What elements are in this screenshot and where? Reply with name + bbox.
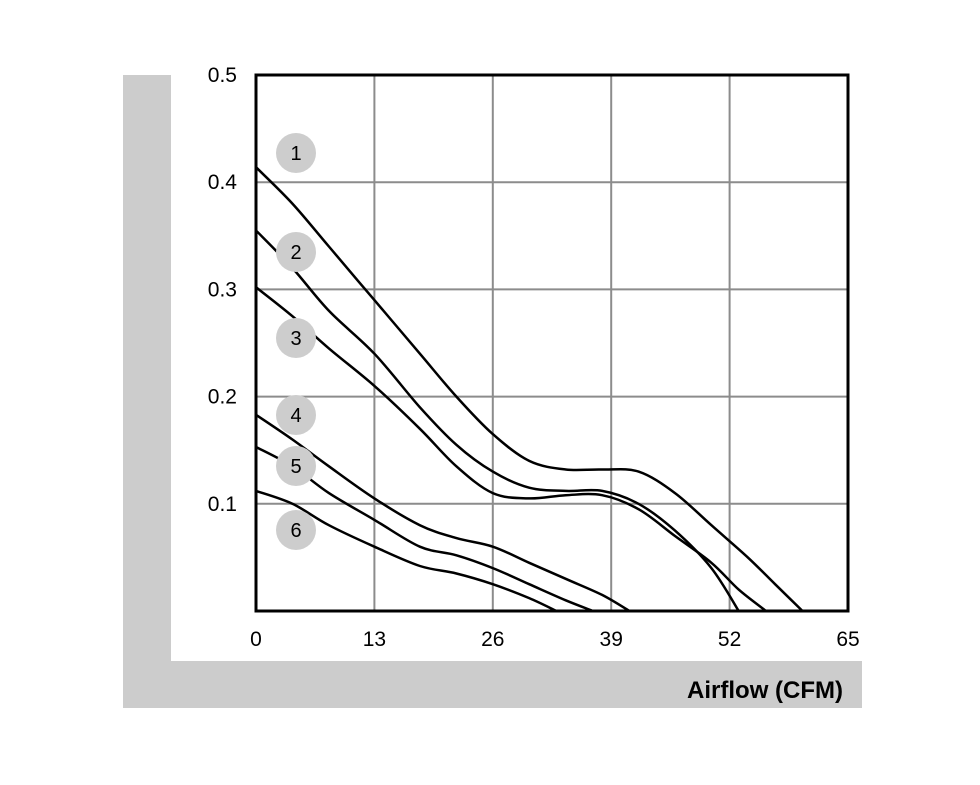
curve-1 — [255, 166, 804, 612]
x-tick-label: 65 — [836, 628, 859, 651]
x-tick-label: 39 — [600, 628, 623, 651]
curve-badge-label: 5 — [290, 456, 301, 478]
y-tick-label: 0.2 — [208, 386, 237, 409]
x-tick-label: 0 — [250, 628, 262, 651]
curve-badge-5: 5 — [276, 446, 316, 486]
curve-badge-4: 4 — [276, 395, 316, 435]
x-tick-label: 26 — [481, 628, 504, 651]
y-tick-label: 0.5 — [208, 64, 237, 87]
curve-badge-label: 2 — [290, 242, 301, 264]
curve-badge-circle — [276, 395, 316, 435]
plot-frame — [254, 73, 850, 613]
x-axis-label: Airflow (CFM) — [687, 677, 843, 704]
curve-badge-circle — [276, 318, 316, 358]
y-tick-label: 0.3 — [208, 278, 237, 301]
curve-6 — [255, 489, 558, 613]
y-tick-label: 0.4 — [208, 171, 238, 194]
curve-badge-circle — [276, 510, 316, 550]
curve-badge-circle — [276, 446, 316, 486]
curve-badge-label: 4 — [290, 405, 301, 427]
y-tick-label: 0.1 — [208, 493, 237, 516]
x-tick-label: 13 — [363, 628, 386, 651]
plot-area — [256, 75, 848, 611]
curve-4 — [255, 413, 631, 613]
grid-lines — [256, 75, 848, 611]
curve-badge-label: 3 — [290, 328, 301, 350]
curve-3 — [255, 286, 767, 612]
curve-badge-circle — [276, 133, 316, 173]
curve-2 — [255, 229, 740, 612]
axis-ticks: 0 13 26 39 52 650.10.20.30.40.5 — [208, 64, 860, 651]
x-tick-label: 52 — [718, 628, 741, 651]
curve-badge-3: 3 — [276, 318, 316, 358]
curve-badge-circle — [276, 232, 316, 272]
curve-badge-label: 6 — [290, 520, 301, 542]
curve-badge-label: 1 — [290, 143, 301, 165]
curve-badge-1: 1 — [276, 133, 316, 173]
curve-badge-6: 6 — [276, 510, 316, 550]
curve-badge-2: 2 — [276, 232, 316, 272]
curve-badges: 1 2 3 4 5 6 — [276, 133, 316, 550]
